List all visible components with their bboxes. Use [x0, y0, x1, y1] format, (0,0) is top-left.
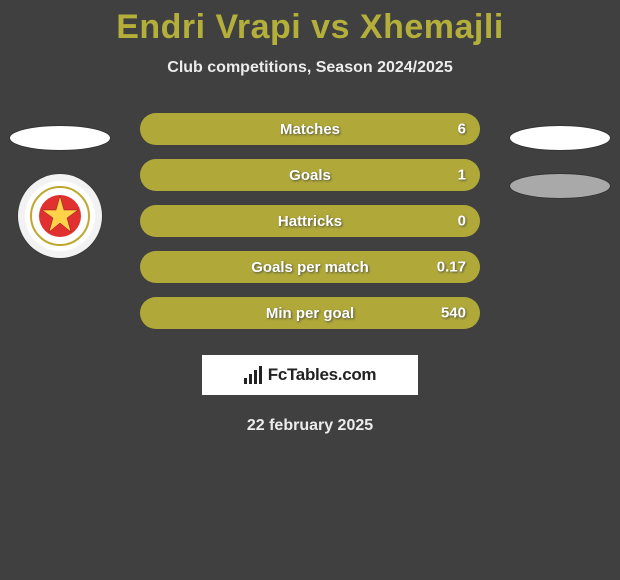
page-title: Endri Vrapi vs Xhemajli [0, 8, 620, 47]
brand-text: FcTables.com [268, 365, 377, 385]
stat-label: Goals [289, 167, 331, 184]
stat-row: 0 Hattricks [140, 205, 480, 237]
fctables-logo[interactable]: FcTables.com [202, 355, 418, 395]
stat-bar-left [140, 159, 310, 191]
left-player-column [10, 126, 110, 258]
stat-row: 6 Matches [140, 113, 480, 145]
stat-row: 1 Goals [140, 159, 480, 191]
stat-label: Goals per match [251, 259, 369, 276]
subtitle: Club competitions, Season 2024/2025 [0, 59, 620, 77]
stat-label: Min per goal [266, 305, 354, 322]
stat-row: 0.17 Goals per match [140, 251, 480, 283]
date-label: 22 february 2025 [0, 417, 620, 435]
right-club-badge [510, 174, 610, 198]
bar-chart-icon [244, 366, 262, 384]
stat-right-value: 0.17 [437, 259, 466, 276]
stat-right-value: 6 [458, 121, 466, 138]
stat-right-value: 0 [458, 213, 466, 230]
stat-bar-right [310, 159, 480, 191]
left-player-avatar [10, 126, 110, 150]
stat-right-value: 1 [458, 167, 466, 184]
comparison-card: Endri Vrapi vs Xhemajli Club competition… [0, 0, 620, 580]
right-player-column [510, 126, 610, 198]
stat-label: Hattricks [278, 213, 342, 230]
stat-row: 540 Min per goal [140, 297, 480, 329]
left-club-badge [18, 174, 102, 258]
stat-right-value: 540 [441, 305, 466, 322]
stat-label: Matches [280, 121, 340, 138]
partizani-badge-icon [30, 186, 90, 246]
stats-list: 6 Matches 1 Goals 0 Hattricks 0.17 Goals per ma… [140, 113, 480, 329]
right-player-avatar [510, 126, 610, 150]
